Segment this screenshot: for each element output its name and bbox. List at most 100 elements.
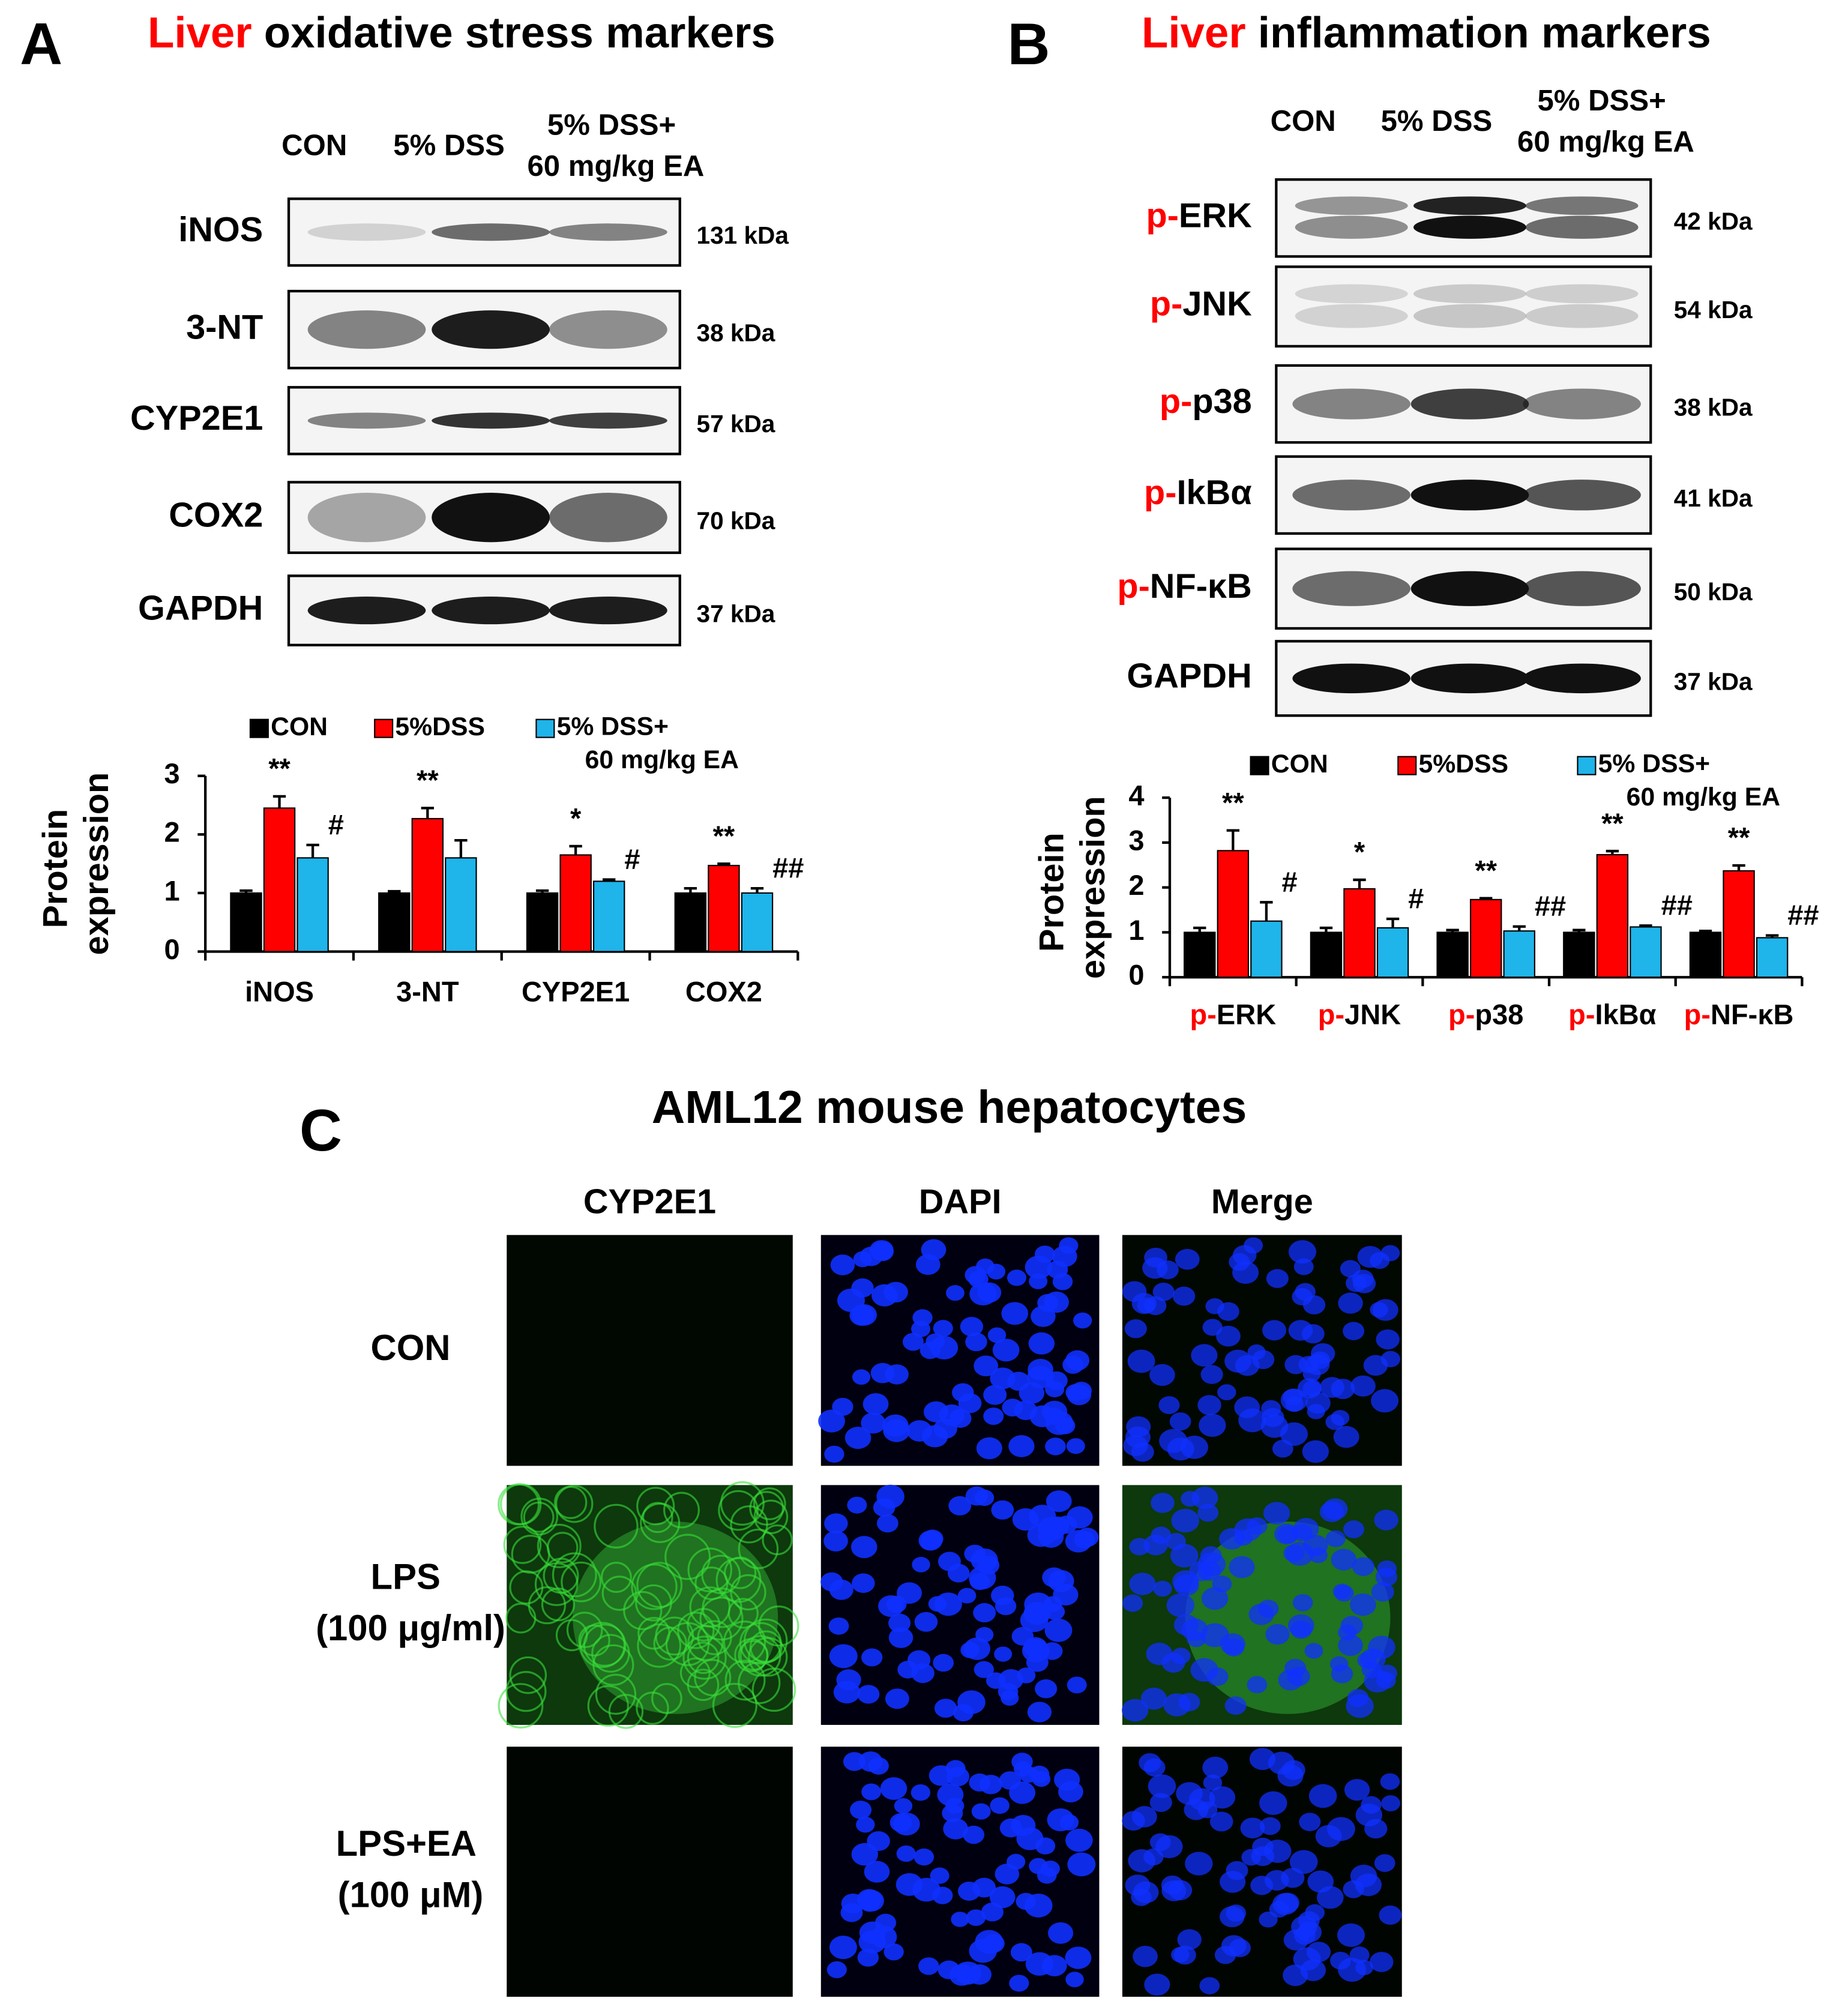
- blot-band: [1413, 196, 1527, 215]
- bar: [1689, 931, 1722, 978]
- nucleus: [1333, 1425, 1359, 1448]
- nucleus: [1009, 1781, 1036, 1804]
- nucleus: [1071, 1382, 1092, 1400]
- cell-outline: [738, 1640, 769, 1671]
- nucleus: [973, 1602, 996, 1623]
- nucleus: [1149, 1364, 1175, 1386]
- nucleus: [1224, 1696, 1247, 1715]
- nucleus: [1043, 1596, 1062, 1612]
- nucleus: [1268, 1751, 1295, 1775]
- nucleus: [1016, 1892, 1036, 1910]
- nucleus: [1197, 1395, 1221, 1415]
- nucleus: [938, 1551, 961, 1571]
- legend-label: CON: [271, 712, 328, 741]
- bar: [378, 892, 411, 952]
- bar: [296, 857, 329, 952]
- nucleus: [1240, 1817, 1265, 1839]
- cell-outline: [509, 1656, 547, 1694]
- nucleus: [868, 1757, 889, 1775]
- nucleus: [1131, 1806, 1157, 1828]
- nucleus: [932, 1886, 953, 1904]
- title-highlight: Liver: [148, 8, 264, 57]
- nucleus: [1073, 1312, 1092, 1329]
- nucleus: [991, 1500, 1014, 1520]
- nucleus: [1171, 1946, 1190, 1963]
- nucleus: [1065, 1946, 1092, 1969]
- blot-band: [1523, 388, 1641, 420]
- nucleus: [1266, 1269, 1289, 1289]
- lane-header: 5% DSS+ 60 mg/kg EA: [527, 109, 704, 182]
- nucleus: [836, 1669, 861, 1691]
- blot-band: [1410, 663, 1529, 694]
- blot-band: [1292, 571, 1410, 606]
- nucleus: [1202, 1319, 1223, 1336]
- nucleus: [968, 1271, 989, 1288]
- nucleus: [971, 1803, 991, 1820]
- nucleus: [858, 1930, 886, 1954]
- blot-band: [1410, 388, 1529, 420]
- cell-outline: [724, 1556, 757, 1589]
- nucleus: [885, 1688, 909, 1709]
- nucleus: [1209, 1786, 1236, 1809]
- nucleus: [960, 1641, 980, 1658]
- row-label: LPS+EA (100 μM): [336, 1823, 486, 1915]
- cell-outline: [724, 1659, 766, 1701]
- blot-band: [1410, 571, 1529, 606]
- nucleus: [960, 1317, 984, 1337]
- nucleus: [1197, 1801, 1218, 1819]
- nucleus: [1380, 1773, 1400, 1790]
- nucleus: [1158, 1396, 1180, 1415]
- cell-outline: [555, 1485, 594, 1523]
- x-tick-label: CYP2E1: [522, 975, 630, 1007]
- nucleus: [864, 1861, 890, 1883]
- cell-outline: [503, 1526, 542, 1564]
- bar: [741, 892, 774, 952]
- nucleus: [1200, 1623, 1229, 1647]
- blot-band: [1292, 663, 1410, 694]
- nucleus: [832, 1397, 853, 1416]
- cell-outline: [636, 1691, 669, 1725]
- blot-size: 54 kDa: [1674, 296, 1753, 323]
- significance-label: *: [570, 802, 582, 834]
- nucleus: [1199, 1413, 1226, 1437]
- nucleus: [957, 1587, 977, 1604]
- nucleus: [969, 1773, 990, 1792]
- blot-label: p-JNK: [1150, 285, 1252, 323]
- cell-outline: [509, 1570, 544, 1605]
- x-tick-label: p-JNK: [1318, 999, 1401, 1031]
- nucleus: [850, 1536, 877, 1559]
- bar: [445, 857, 477, 952]
- error-bar: [1386, 917, 1400, 928]
- cell-outline: [642, 1502, 673, 1533]
- legend-swatch: [374, 718, 394, 738]
- nucleus: [948, 1496, 972, 1515]
- cell-outline: [640, 1502, 681, 1543]
- nucleus: [1185, 1852, 1213, 1876]
- nucleus: [1216, 1325, 1241, 1347]
- cell-outline: [687, 1668, 720, 1702]
- lane-header: 5% DSS: [393, 130, 505, 162]
- nucleus: [969, 1572, 990, 1590]
- blot-band: [1295, 304, 1408, 328]
- bar: [1596, 853, 1629, 978]
- nucleus: [939, 1404, 965, 1427]
- title-highlight: Liver: [1142, 8, 1258, 57]
- nucleus: [975, 1489, 995, 1506]
- nucleus: [963, 1825, 985, 1844]
- blot-size: 38 kDa: [697, 319, 775, 346]
- nucleus: [1302, 1366, 1321, 1382]
- row-label: LPS (100 μg/ml): [316, 1556, 505, 1647]
- nucleus: [1302, 1295, 1326, 1315]
- nucleus: [1007, 1269, 1027, 1286]
- nucleus: [983, 1385, 1007, 1405]
- cell-outline: [694, 1566, 729, 1601]
- nucleus: [1376, 1672, 1396, 1690]
- blot-band: [432, 412, 550, 429]
- error-bar: [306, 843, 319, 858]
- cell-outline: [561, 1561, 602, 1602]
- nucleus: [929, 1765, 954, 1786]
- significance-label: **: [713, 820, 735, 852]
- nucleus: [1001, 1302, 1029, 1325]
- nucleus: [888, 1627, 914, 1648]
- nucleus: [1122, 1281, 1147, 1302]
